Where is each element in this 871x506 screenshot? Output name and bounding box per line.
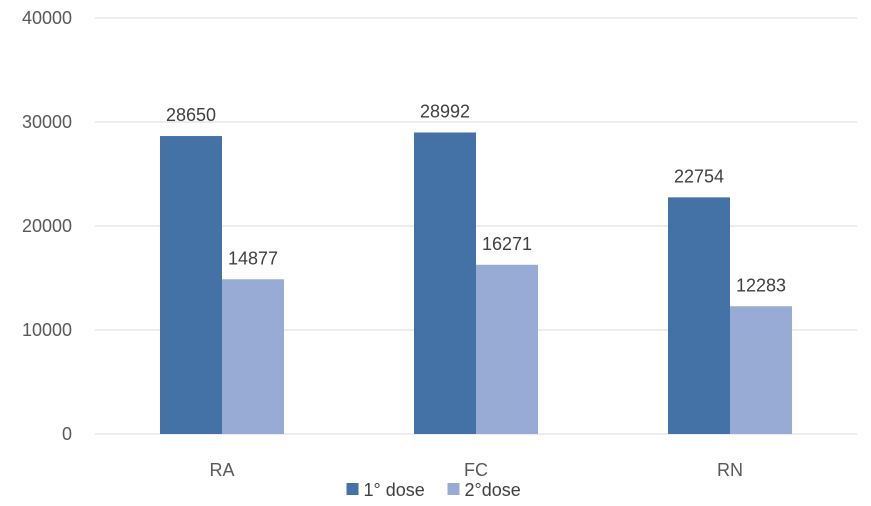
legend: 1° dose 2°dose [346,480,521,500]
data-label: 12283 [736,275,786,295]
bar [730,306,792,434]
legend-swatch [346,483,359,495]
y-tick-label: 40000 [22,8,72,28]
x-tick-label: FC [464,460,488,480]
x-tick-label: RN [717,460,743,480]
data-label: 28650 [166,105,216,125]
legend-label: 2°dose [465,480,521,500]
y-tick-label: 10000 [22,320,72,340]
legend-label: 1° dose [364,480,425,500]
bars [160,132,792,435]
data-label: 28992 [420,101,470,121]
y-tick-label: 20000 [22,216,72,236]
data-labels: 28650 14877 28992 16271 22754 12283 [166,101,786,295]
data-label: 16271 [482,234,532,254]
x-tick-label: RA [209,460,234,480]
bar [414,132,476,434]
bar [476,264,538,434]
legend-swatch [447,483,460,495]
bar [668,197,730,434]
data-label: 14877 [228,248,278,268]
bar [222,279,284,434]
x-axis-ticks: RA FC RN [209,460,743,480]
data-label: 22754 [674,166,724,186]
bar [160,136,222,435]
y-tick-label: 0 [62,424,72,444]
y-tick-label: 30000 [22,112,72,132]
y-axis-ticks: 0 10000 20000 30000 40000 [22,8,72,444]
